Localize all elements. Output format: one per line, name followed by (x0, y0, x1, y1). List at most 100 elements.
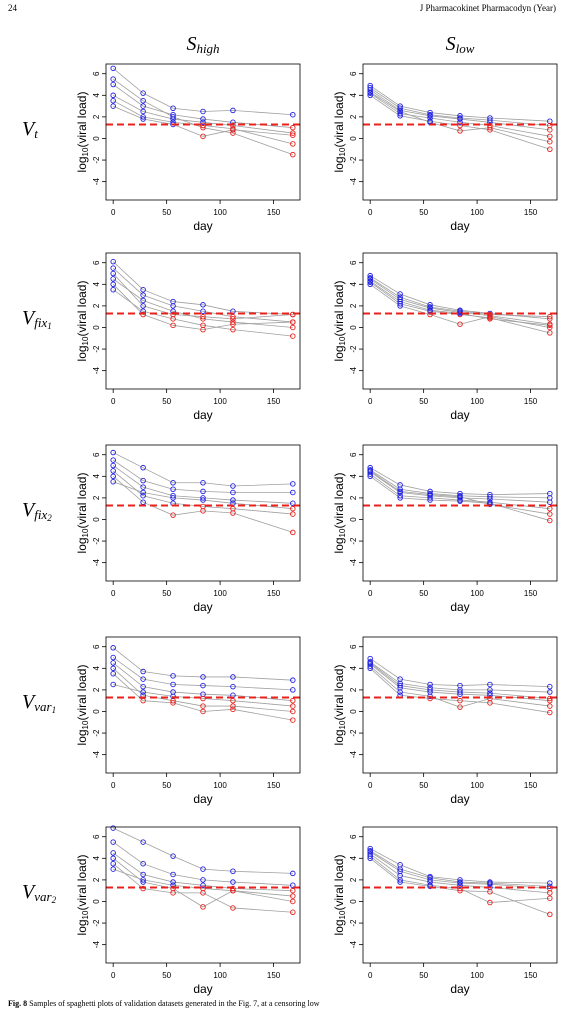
observation (230, 107, 236, 114)
observation (427, 877, 433, 883)
observation (170, 512, 176, 518)
observation (110, 81, 116, 88)
observation (110, 654, 116, 661)
observation (547, 499, 553, 505)
row-label-sub: var (34, 699, 52, 714)
observation (290, 893, 296, 899)
trajectory (369, 278, 550, 325)
y-tick-label: -2 (349, 919, 358, 927)
observation (427, 693, 433, 700)
y-tick-label: 2 (349, 877, 358, 882)
y-axis-label-base: log (75, 156, 89, 172)
trajectory (113, 827, 293, 874)
y-tick-label: 4 (349, 282, 358, 287)
observation (367, 278, 373, 284)
observation (427, 109, 433, 116)
observation (427, 304, 433, 310)
y-tick-label: 0 (92, 136, 101, 141)
observation (110, 462, 116, 469)
observation (290, 311, 296, 318)
observation (230, 497, 236, 503)
observation (487, 681, 493, 688)
plot-frame (105, 252, 301, 390)
x-tick-label: 0 (111, 208, 116, 217)
y-axis-label-sub: 10 (338, 336, 347, 345)
row-label-main: V (22, 691, 37, 713)
y-axis-label: log10(viral load) (75, 855, 90, 936)
y-tick-label: 2 (92, 114, 101, 119)
y-tick-label: 4 (92, 282, 101, 287)
observation (290, 505, 296, 512)
observation (290, 909, 296, 916)
y-tick-label: -4 (92, 751, 101, 759)
x-tick-label: 50 (162, 781, 171, 790)
y-tick-label: 6 (92, 71, 101, 76)
observation (170, 480, 176, 486)
y-tick-label: -4 (92, 367, 101, 375)
observation (140, 286, 146, 293)
observation (457, 697, 463, 704)
observation (547, 322, 553, 329)
observation (487, 117, 493, 123)
y-axis-label: log10(viral load) (332, 665, 347, 746)
y-tick-label: 6 (349, 260, 358, 265)
plot-frame (105, 63, 301, 201)
observation (457, 704, 463, 710)
trajectory (112, 852, 293, 892)
observation (547, 316, 553, 322)
observation (230, 483, 236, 489)
observation (457, 689, 463, 695)
y-axis-label: log10(viral load) (75, 473, 90, 554)
observation (457, 879, 463, 885)
observation (200, 308, 206, 315)
x-tick-label: 50 (162, 397, 171, 406)
observation (110, 681, 116, 688)
observation (367, 471, 373, 477)
plot-frame (105, 636, 301, 774)
observation (110, 286, 116, 293)
observation (200, 108, 206, 115)
trajectory (369, 662, 550, 699)
x-tick-label: 50 (162, 208, 171, 217)
observation (110, 850, 116, 856)
observation (140, 676, 146, 682)
trajectory (369, 658, 550, 688)
observation (230, 683, 236, 690)
observation (397, 298, 403, 305)
observation (487, 127, 493, 133)
trajectory (112, 465, 293, 504)
x-tick-label: 0 (368, 208, 373, 217)
x-tick-label: 0 (368, 589, 373, 598)
observation (200, 877, 206, 883)
y-axis-label-rest: (viral load) (75, 665, 89, 721)
y-tick-label: -4 (349, 941, 358, 949)
y-axis-label-sub: 10 (338, 528, 347, 537)
y-tick-label: 0 (92, 899, 101, 904)
observation (397, 495, 403, 501)
y-axis-label-sub: 10 (338, 910, 347, 919)
observation (457, 882, 463, 889)
observation (140, 860, 146, 867)
observation (170, 879, 176, 885)
observation (230, 879, 236, 885)
x-tick-label: 150 (524, 208, 538, 217)
observation (487, 494, 493, 500)
observation (110, 839, 116, 845)
y-axis-label-rest: (viral load) (332, 665, 346, 721)
observation (140, 477, 146, 484)
y-tick-label: -4 (349, 178, 358, 186)
observation (170, 114, 176, 120)
observation (367, 473, 373, 480)
y-tick-label: 2 (349, 303, 358, 308)
observation (290, 870, 296, 877)
observation (200, 508, 206, 514)
observation (110, 76, 116, 82)
column-title-sub: high (196, 41, 219, 56)
observation (457, 308, 463, 315)
observation (140, 484, 146, 490)
observation (140, 108, 146, 115)
trajectory (112, 647, 293, 681)
plot-frame (105, 444, 301, 582)
observation (547, 890, 553, 896)
